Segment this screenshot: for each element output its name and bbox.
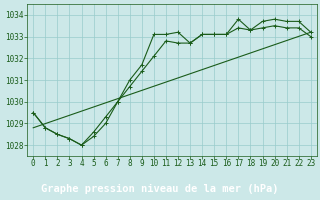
Text: Graphe pression niveau de la mer (hPa): Graphe pression niveau de la mer (hPa) — [41, 183, 279, 194]
